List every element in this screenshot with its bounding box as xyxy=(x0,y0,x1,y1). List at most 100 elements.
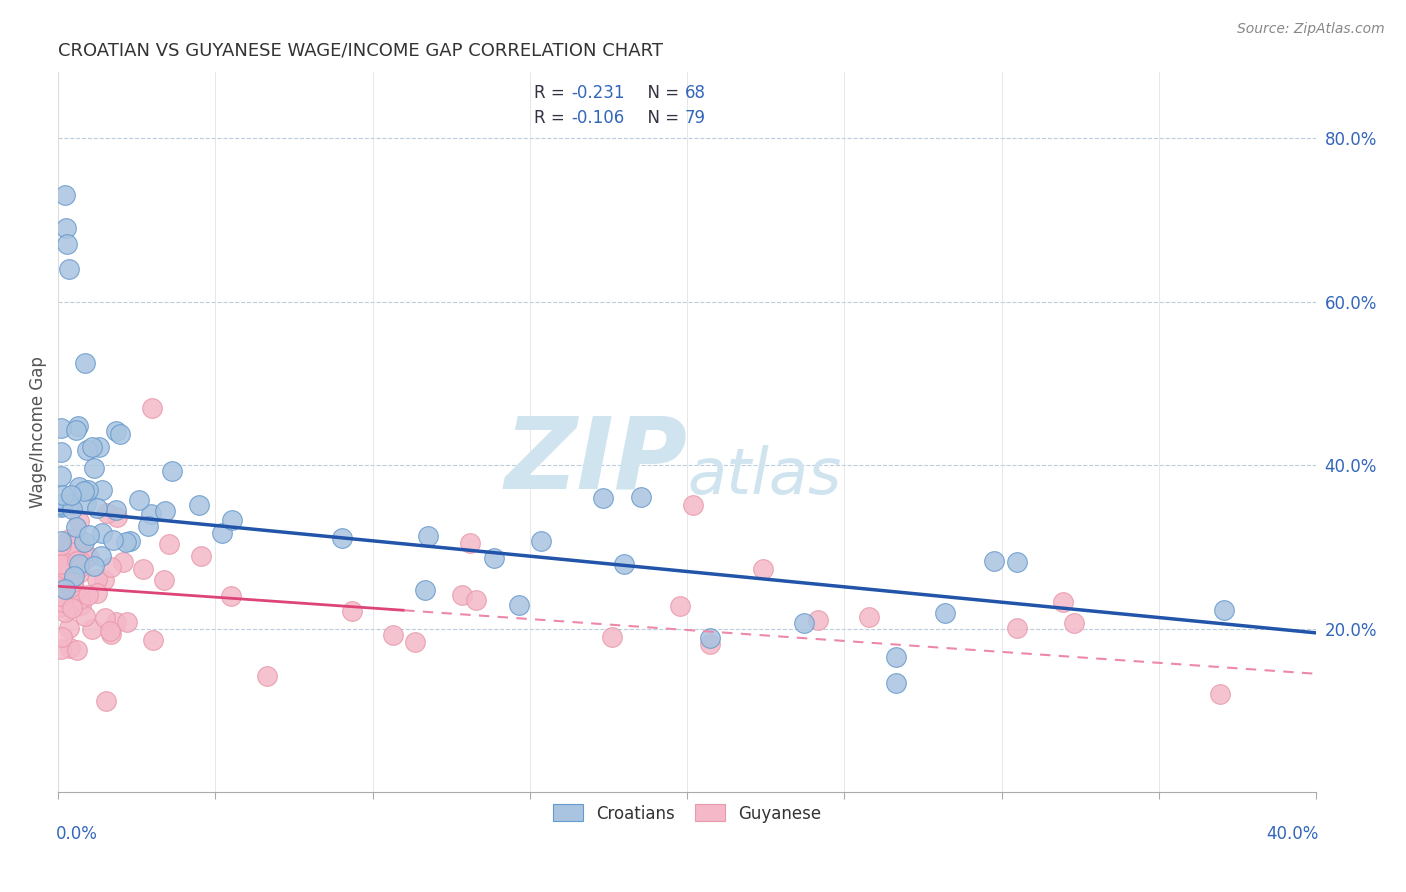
Point xyxy=(752,561,775,575)
Point xyxy=(58,498,80,512)
Point xyxy=(141,507,163,521)
Point xyxy=(65,642,87,657)
Point xyxy=(256,669,278,683)
Point xyxy=(104,615,127,630)
Text: 68: 68 xyxy=(685,84,706,102)
Point xyxy=(58,532,80,546)
Legend: Croatians, Guyanese: Croatians, Guyanese xyxy=(544,796,830,830)
Point xyxy=(699,631,721,645)
Point xyxy=(484,550,506,565)
Point xyxy=(62,575,84,590)
Point xyxy=(404,634,426,648)
Text: -0.106: -0.106 xyxy=(571,109,624,127)
Point xyxy=(73,483,96,498)
Point xyxy=(415,582,437,597)
Point xyxy=(96,506,118,520)
Text: R =: R = xyxy=(534,109,569,127)
Point xyxy=(51,589,73,603)
Point xyxy=(340,603,363,617)
Point xyxy=(458,535,481,549)
Point xyxy=(69,592,91,607)
Point xyxy=(153,573,176,587)
Point xyxy=(65,519,87,533)
Point xyxy=(80,622,103,636)
Point xyxy=(73,356,96,370)
Point xyxy=(67,479,90,493)
Point xyxy=(60,572,83,586)
Point xyxy=(53,188,76,202)
Point xyxy=(858,610,880,624)
Text: CROATIAN VS GUYANESE WAGE/INCOME GAP CORRELATION CHART: CROATIAN VS GUYANESE WAGE/INCOME GAP COR… xyxy=(58,42,664,60)
Point xyxy=(94,611,117,625)
Point xyxy=(100,560,122,574)
Point xyxy=(807,613,830,627)
Point xyxy=(118,533,141,548)
Point xyxy=(51,557,73,571)
Point xyxy=(73,608,96,623)
Point xyxy=(1052,594,1074,608)
Point xyxy=(1209,687,1232,701)
Point xyxy=(211,526,233,541)
Point xyxy=(983,554,1005,568)
Point xyxy=(63,556,86,570)
Point xyxy=(52,561,75,575)
Point xyxy=(67,514,90,528)
Point xyxy=(934,606,956,620)
Point xyxy=(1005,621,1028,635)
Point xyxy=(52,595,75,609)
Point xyxy=(69,538,91,552)
Point xyxy=(51,497,73,511)
Point xyxy=(51,600,73,615)
Point xyxy=(75,495,97,509)
Point xyxy=(219,589,242,603)
Point xyxy=(884,649,907,664)
Point xyxy=(112,555,135,569)
Point xyxy=(51,581,73,595)
Point xyxy=(51,642,73,657)
Text: atlas: atlas xyxy=(688,444,841,507)
Point xyxy=(60,601,83,615)
Point xyxy=(53,559,76,574)
Point xyxy=(98,624,121,638)
Point xyxy=(76,588,98,602)
Point xyxy=(60,580,83,594)
Point xyxy=(69,554,91,568)
Point xyxy=(77,549,100,563)
Point xyxy=(699,637,721,651)
Point xyxy=(76,483,98,498)
Point xyxy=(60,585,83,599)
Point xyxy=(53,582,76,596)
Point xyxy=(56,237,79,252)
Point xyxy=(1007,555,1029,569)
Point xyxy=(330,532,353,546)
Point xyxy=(190,549,212,563)
Point xyxy=(60,502,83,516)
Point xyxy=(70,599,93,613)
Point xyxy=(52,488,75,502)
Point xyxy=(105,424,128,438)
Point xyxy=(59,640,82,655)
Text: N =: N = xyxy=(637,109,685,127)
Text: 79: 79 xyxy=(685,109,706,127)
Point xyxy=(67,418,90,433)
Point xyxy=(65,582,87,597)
Point xyxy=(69,560,91,574)
Point xyxy=(86,572,108,586)
Point xyxy=(669,599,692,613)
Point xyxy=(67,566,90,580)
Point xyxy=(613,557,636,571)
Point xyxy=(100,627,122,641)
Point xyxy=(682,498,704,512)
Point xyxy=(128,492,150,507)
Point xyxy=(51,500,73,515)
Text: 40.0%: 40.0% xyxy=(1267,825,1319,843)
Point xyxy=(115,615,138,629)
Point xyxy=(51,469,73,483)
Text: Source: ZipAtlas.com: Source: ZipAtlas.com xyxy=(1237,22,1385,37)
Point xyxy=(114,535,136,549)
Point xyxy=(72,534,94,549)
Point xyxy=(83,559,105,574)
Point xyxy=(52,500,75,514)
Point xyxy=(51,630,73,644)
Point xyxy=(142,633,165,648)
